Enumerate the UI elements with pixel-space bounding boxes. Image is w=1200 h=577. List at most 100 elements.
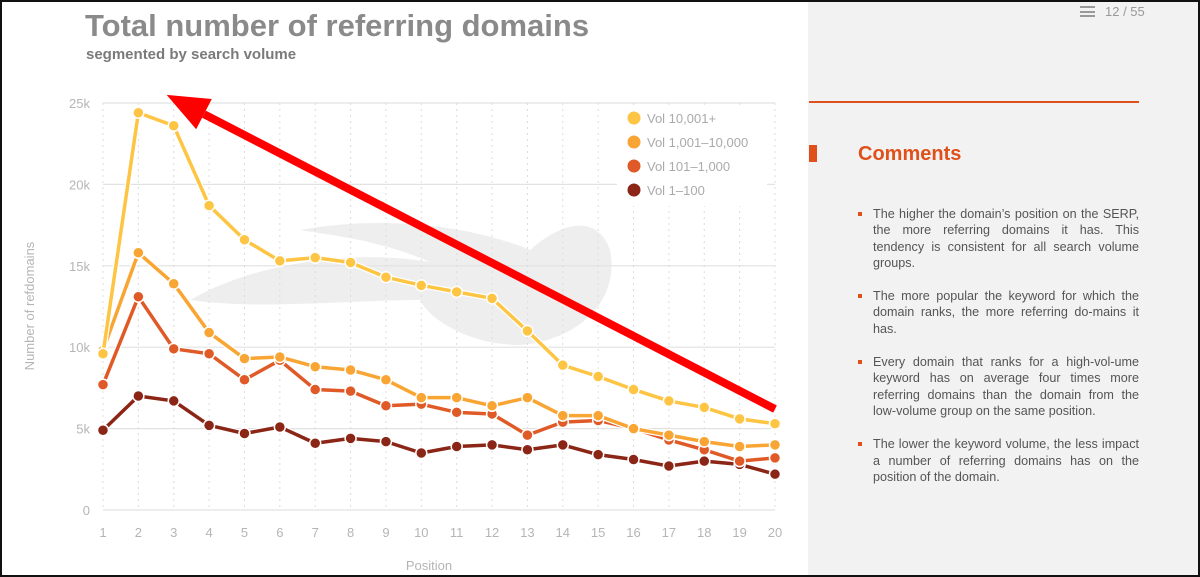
data-point	[733, 412, 746, 426]
data-point	[627, 453, 640, 466]
x-tick-label: 17	[662, 525, 676, 540]
data-point	[379, 399, 393, 413]
data-point	[556, 409, 570, 422]
chart-subtitle: segmented by search volume	[86, 46, 297, 63]
x-tick-label: 16	[626, 525, 640, 540]
comments-list: The higher the domain’s position on the …	[858, 206, 1139, 502]
data-point	[167, 277, 180, 290]
comments-panel	[808, 2, 1198, 575]
data-point	[308, 360, 322, 373]
data-point	[768, 417, 782, 430]
data-point	[485, 292, 499, 305]
data-point	[591, 448, 605, 461]
data-point	[521, 428, 534, 442]
watermark-logo	[190, 222, 612, 345]
data-point	[415, 391, 428, 404]
data-point	[450, 406, 463, 419]
x-tick-label: 8	[347, 525, 354, 540]
annotation-arrow-shaft	[202, 110, 777, 413]
legend-label: Vol 101–1,000	[647, 159, 730, 174]
data-point	[485, 438, 499, 452]
legend-label: Vol 1–100	[647, 183, 705, 198]
data-point	[96, 423, 110, 437]
chart-title: Total number of referring domains	[85, 8, 590, 43]
data-point	[591, 370, 605, 383]
data-point	[485, 399, 499, 413]
data-point	[662, 459, 676, 473]
hamburger-icon[interactable]	[1080, 6, 1095, 17]
annotation-arrow-head	[166, 94, 212, 130]
data-point	[521, 324, 534, 338]
data-point	[450, 440, 463, 453]
data-point	[344, 384, 357, 398]
data-point	[132, 290, 145, 303]
x-tick-label: 11	[450, 525, 464, 540]
x-tick-label: 9	[382, 525, 389, 540]
data-point	[273, 254, 287, 268]
data-point	[698, 401, 711, 414]
data-point	[344, 256, 357, 269]
x-tick-label: 2	[135, 525, 142, 540]
legend: Vol 10,001+ Vol 1,001–10,000 Vol 101–1,000…	[617, 106, 767, 206]
data-point	[96, 378, 110, 391]
y-tick-label: 15k	[69, 259, 90, 274]
data-point	[308, 437, 322, 450]
comment-item: The higher the domain’s position on the …	[858, 206, 1139, 271]
data-point	[132, 246, 145, 260]
x-tick-label: 13	[520, 525, 534, 540]
x-tick-label: 5	[241, 525, 248, 540]
y-tick-label: 25k	[69, 96, 90, 111]
data-point	[96, 347, 110, 360]
data-point	[450, 391, 463, 404]
legend-swatch	[627, 111, 641, 125]
data-point	[733, 454, 746, 468]
data-point	[521, 443, 534, 457]
data-point	[556, 358, 570, 372]
data-point	[379, 373, 393, 387]
x-tick-label: 1	[99, 525, 106, 540]
x-tick-label: 18	[697, 525, 711, 540]
series-vol-10-001-	[96, 106, 782, 430]
data-point	[698, 454, 711, 468]
page-indicator[interactable]: 12 / 55	[1080, 4, 1145, 19]
data-point	[308, 383, 322, 396]
legend-background	[617, 106, 767, 206]
y-tick-label: 10k	[69, 340, 90, 355]
data-point	[379, 270, 393, 284]
data-point	[344, 363, 357, 377]
data-point	[415, 279, 428, 292]
legend-label: Vol 1,001–10,000	[647, 135, 748, 150]
y-tick-label: 20k	[69, 177, 90, 192]
data-point	[344, 432, 357, 445]
y-tick-label: 5k	[76, 422, 90, 437]
data-point	[662, 394, 676, 408]
data-point	[662, 428, 676, 442]
x-tick-label: 3	[170, 525, 177, 540]
data-point	[167, 394, 180, 408]
data-point	[768, 451, 782, 465]
data-point	[202, 326, 216, 339]
page-number: 12 / 55	[1105, 4, 1145, 19]
data-point	[556, 438, 570, 452]
data-point	[768, 467, 782, 481]
data-point	[132, 106, 145, 120]
y-tick-label: 0	[83, 503, 90, 518]
data-point	[167, 119, 180, 133]
x-tick-label: 10	[414, 525, 428, 540]
x-tick-label: 7	[312, 525, 319, 540]
data-point	[202, 199, 216, 212]
y-axis-label: Number of refdomains	[22, 241, 37, 370]
data-point	[591, 409, 605, 422]
data-point	[238, 373, 251, 387]
x-tick-label: 4	[205, 525, 212, 540]
data-point	[415, 446, 428, 460]
data-point	[627, 383, 640, 396]
data-point	[273, 350, 287, 364]
data-point	[238, 233, 251, 247]
legend-swatch	[627, 159, 641, 173]
x-tick-label: 6	[276, 525, 283, 540]
data-point	[238, 427, 251, 440]
comment-item: Every domain that ranks for a high-vol-u…	[858, 354, 1139, 419]
comments-title: Comments	[858, 143, 962, 165]
data-point	[308, 251, 322, 264]
